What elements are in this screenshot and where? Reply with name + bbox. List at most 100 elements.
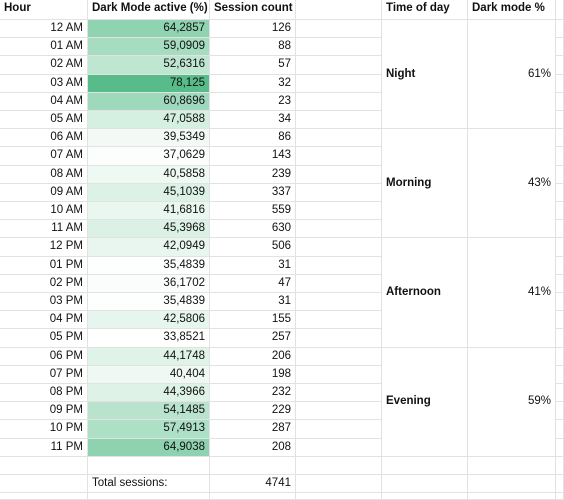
session-count-cell[interactable]: 155 [210,311,296,330]
dark-mode-cell[interactable]: 47,0588 [88,111,210,130]
empty-cell[interactable] [296,238,382,257]
session-count-cell[interactable]: 232 [210,384,296,403]
empty-cell[interactable] [382,475,468,494]
empty-cell[interactable] [296,20,382,39]
empty-cell[interactable] [468,456,556,475]
empty-cell[interactable] [0,493,88,500]
empty-cell[interactable] [88,456,210,475]
dark-mode-cell[interactable]: 37,0629 [88,147,210,166]
empty-cell[interactable] [556,111,564,130]
hour-cell[interactable]: 07 PM [0,365,88,384]
empty-cell[interactable] [296,329,382,348]
empty-cell[interactable] [296,274,382,293]
empty-cell[interactable] [296,256,382,275]
dark-mode-cell[interactable]: 54,1485 [88,402,210,421]
session-count-cell[interactable]: 198 [210,365,296,384]
hour-cell[interactable]: 08 AM [0,165,88,184]
empty-cell[interactable] [556,238,564,257]
empty-cell[interactable] [556,0,564,20]
period-pct-cell[interactable]: 59% [468,347,556,457]
header-time-of-day[interactable]: Time of day [382,0,468,20]
session-count-cell[interactable]: 257 [210,329,296,348]
period-pct-cell[interactable]: 61% [468,20,556,130]
session-count-cell[interactable]: 239 [210,165,296,184]
session-count-cell[interactable]: 126 [210,20,296,39]
session-count-cell[interactable]: 143 [210,147,296,166]
empty-cell[interactable] [556,293,564,312]
hour-cell[interactable]: 07 AM [0,147,88,166]
session-count-cell[interactable]: 47 [210,274,296,293]
header-session-count[interactable]: Session count [210,0,296,20]
total-sessions-value[interactable]: 4741 [210,475,296,494]
hour-cell[interactable]: 10 AM [0,202,88,221]
session-count-cell[interactable]: 229 [210,402,296,421]
empty-cell[interactable] [556,74,564,93]
dark-mode-cell[interactable]: 36,1702 [88,274,210,293]
hour-cell[interactable]: 08 PM [0,384,88,403]
session-count-cell[interactable]: 88 [210,38,296,57]
empty-cell[interactable] [556,20,564,39]
hour-cell[interactable]: 12 AM [0,20,88,39]
hour-cell[interactable]: 09 PM [0,402,88,421]
hour-cell[interactable]: 04 AM [0,92,88,111]
empty-cell[interactable] [296,347,382,366]
empty-cell[interactable] [0,456,88,475]
dark-mode-cell[interactable]: 40,5858 [88,165,210,184]
dark-mode-cell[interactable]: 44,3966 [88,384,210,403]
session-count-cell[interactable]: 506 [210,238,296,257]
dark-mode-cell[interactable]: 60,8696 [88,92,210,111]
session-count-cell[interactable]: 31 [210,256,296,275]
session-count-cell[interactable]: 57 [210,56,296,75]
session-count-cell[interactable]: 208 [210,438,296,457]
empty-cell[interactable] [556,129,564,148]
session-count-cell[interactable]: 86 [210,129,296,148]
hour-cell[interactable]: 03 PM [0,293,88,312]
dark-mode-cell[interactable]: 45,3968 [88,220,210,239]
empty-cell[interactable] [556,256,564,275]
session-count-cell[interactable]: 337 [210,183,296,202]
dark-mode-cell[interactable]: 64,9038 [88,438,210,457]
empty-cell[interactable] [296,420,382,439]
empty-cell[interactable] [556,165,564,184]
empty-cell[interactable] [468,475,556,494]
empty-cell[interactable] [556,274,564,293]
dark-mode-cell[interactable]: 39,5349 [88,129,210,148]
empty-cell[interactable] [296,183,382,202]
dark-mode-cell[interactable]: 42,5806 [88,311,210,330]
hour-cell[interactable]: 01 AM [0,38,88,57]
empty-cell[interactable] [556,183,564,202]
hour-cell[interactable]: 04 PM [0,311,88,330]
empty-cell[interactable] [556,402,564,421]
session-count-cell[interactable]: 34 [210,111,296,130]
empty-cell[interactable] [296,293,382,312]
period-pct-cell[interactable]: 43% [468,129,556,239]
session-count-cell[interactable]: 559 [210,202,296,221]
total-sessions-label[interactable]: Total sessions: [88,475,210,494]
empty-cell[interactable] [296,220,382,239]
empty-cell[interactable] [296,74,382,93]
empty-cell[interactable] [556,365,564,384]
period-name-cell[interactable]: Afternoon [382,238,468,348]
empty-cell[interactable] [296,402,382,421]
empty-cell[interactable] [210,456,296,475]
empty-cell[interactable] [296,475,382,494]
empty-cell[interactable] [556,38,564,57]
empty-cell[interactable] [556,220,564,239]
dark-mode-cell[interactable]: 45,1039 [88,183,210,202]
dark-mode-cell[interactable]: 42,0949 [88,238,210,257]
hour-cell[interactable]: 03 AM [0,74,88,93]
empty-cell[interactable] [556,384,564,403]
empty-cell[interactable] [296,129,382,148]
dark-mode-cell[interactable]: 40,404 [88,365,210,384]
empty-cell[interactable] [296,456,382,475]
empty-cell[interactable] [296,38,382,57]
hour-cell[interactable]: 12 PM [0,238,88,257]
empty-cell[interactable] [210,493,296,500]
period-name-cell[interactable]: Night [382,20,468,130]
empty-cell[interactable] [556,202,564,221]
empty-cell[interactable] [296,493,382,500]
empty-cell[interactable] [556,493,564,500]
empty-cell[interactable] [296,0,382,20]
hour-cell[interactable]: 02 PM [0,274,88,293]
